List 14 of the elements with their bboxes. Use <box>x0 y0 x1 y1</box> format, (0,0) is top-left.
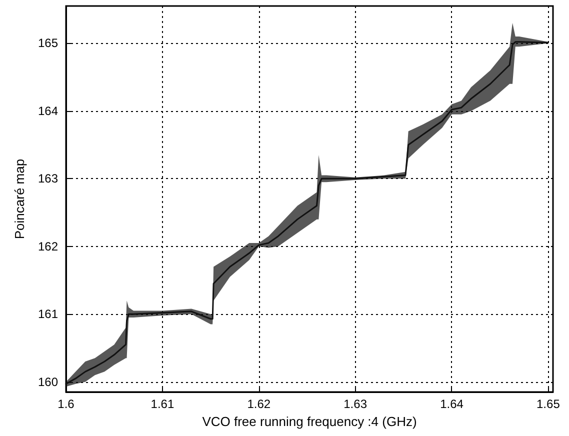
y-tick-label: 161 <box>38 307 58 322</box>
y-tick-label: 162 <box>38 239 58 254</box>
y-tick-label: 164 <box>38 104 58 118</box>
y-tick-label: 165 <box>38 36 58 50</box>
x-tick-label: 1.6 <box>58 397 75 411</box>
y-axis-title: Poincaré map <box>12 158 27 240</box>
y-tick-label: 163 <box>38 172 58 186</box>
x-tick-label: 1.62 <box>247 397 271 411</box>
x-tick-label: 1.61 <box>150 397 174 411</box>
x-tick-label: 1.63 <box>344 397 368 411</box>
x-tick-label: 1.65 <box>536 397 560 411</box>
y-tick-label: 160 <box>38 374 58 389</box>
x-axis-title: VCO free running frequency :4 (GHz) <box>202 414 417 429</box>
x-tick-label: 1.64 <box>440 397 464 411</box>
